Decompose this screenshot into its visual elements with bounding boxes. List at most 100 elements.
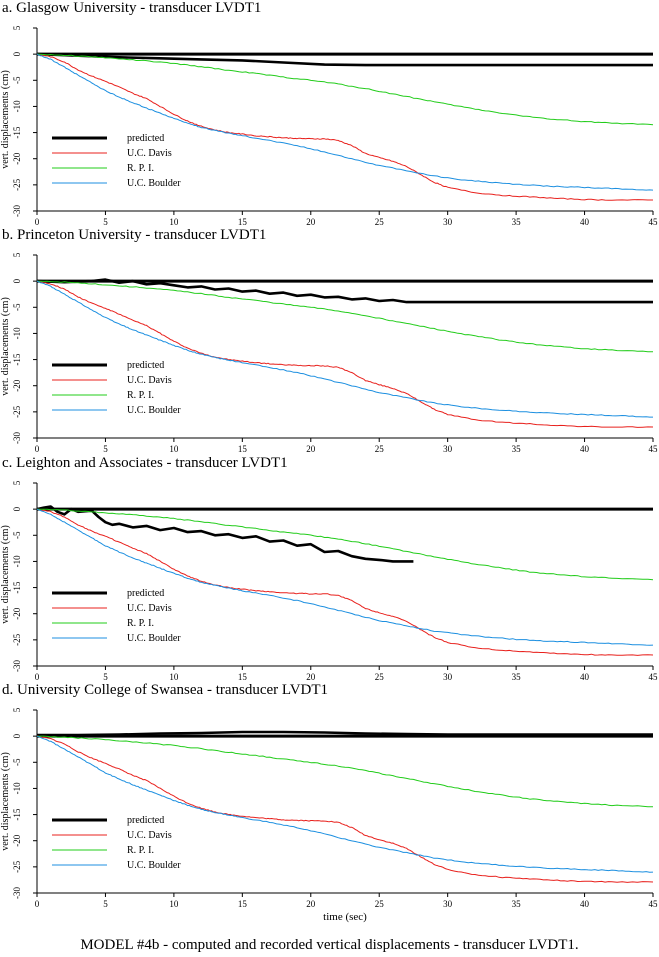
x-tick-label: 15 bbox=[238, 444, 248, 454]
x-tick-label: 35 bbox=[512, 899, 522, 909]
legend-label: U.C. Boulder bbox=[127, 178, 181, 189]
panel-c-title: c. Leighton and Associates - transducer … bbox=[2, 455, 288, 471]
legend-label: R. P. I. bbox=[127, 390, 154, 401]
y-tick-label: 5 bbox=[12, 480, 22, 485]
y-tick-label: -30 bbox=[12, 432, 22, 444]
legend-label: predicted bbox=[127, 815, 164, 826]
y-axis-label: vert. displacements (cm) bbox=[0, 70, 11, 169]
legend-label: U.C. Davis bbox=[127, 830, 172, 841]
x-tick-label: 30 bbox=[443, 444, 453, 454]
legend-label: R. P. I. bbox=[127, 163, 154, 174]
x-tick-label: 40 bbox=[580, 217, 590, 227]
legend-label: U.C. Davis bbox=[127, 603, 172, 614]
series-line-r-p-i bbox=[36, 735, 654, 808]
y-axis-label: vert. displacements (cm) bbox=[0, 525, 11, 624]
y-tick-label: -10 bbox=[12, 782, 22, 794]
x-tick-label: 30 bbox=[443, 672, 453, 682]
y-tick-label: -30 bbox=[12, 887, 22, 899]
y-tick-label: -15 bbox=[12, 581, 22, 593]
y-tick-label: 0 bbox=[12, 506, 22, 511]
y-tick-label: -10 bbox=[12, 555, 22, 567]
chart-d: 5 0 -5 -10 -15 -20 -25 -30 0 5 10 15 20 25 30 35 40 45 ver… bbox=[0, 707, 659, 923]
y-tick-label: -25 bbox=[12, 178, 22, 190]
x-axis-label: time (sec) bbox=[323, 911, 367, 923]
x-tick-label: 40 bbox=[580, 899, 590, 909]
x-tick-label: 35 bbox=[512, 444, 522, 454]
series-line-u-c-boulder bbox=[36, 280, 653, 418]
x-tick-label: 0 bbox=[35, 672, 40, 682]
y-axis-label: vert. displacements (cm) bbox=[0, 752, 11, 851]
y-tick-label: -25 bbox=[12, 405, 22, 417]
chart-c: 5 0 -5 -10 -15 -20 -25 -30 0 5 10 15 20 25 30 35 40 45 ver… bbox=[0, 480, 659, 682]
x-tick-label: 20 bbox=[306, 672, 316, 682]
x-tick-label: 25 bbox=[375, 899, 385, 909]
panel-a-title: a. Glasgow University - transducer LVDT1 bbox=[2, 0, 262, 16]
series-line-u-c-davis bbox=[36, 53, 653, 201]
series-line-r-p-i bbox=[37, 280, 653, 353]
y-tick-label: 5 bbox=[12, 25, 22, 30]
x-tick-label: 45 bbox=[649, 672, 659, 682]
y-tick-label: 0 bbox=[12, 278, 22, 283]
x-tick-label: 5 bbox=[103, 899, 108, 909]
figure-caption: MODEL #4b - computed and recorded vertic… bbox=[80, 937, 579, 953]
series-line-u-c-davis bbox=[36, 735, 654, 883]
x-tick-label: 15 bbox=[238, 672, 248, 682]
x-tick-label: 5 bbox=[103, 217, 108, 227]
x-tick-label: 45 bbox=[649, 217, 659, 227]
x-tick-label: 10 bbox=[169, 217, 179, 227]
y-tick-label: -20 bbox=[12, 607, 22, 619]
x-tick-label: 25 bbox=[375, 672, 385, 682]
x-tick-label: 20 bbox=[306, 217, 316, 227]
x-tick-label: 10 bbox=[169, 672, 179, 682]
x-tick-label: 10 bbox=[169, 444, 179, 454]
series-line-u-c-boulder bbox=[36, 508, 654, 646]
legend-label: predicted bbox=[127, 133, 164, 144]
y-tick-label: -10 bbox=[12, 100, 22, 112]
y-axis-label: vert. displacements (cm) bbox=[0, 297, 11, 396]
x-tick-label: 20 bbox=[306, 899, 316, 909]
chart-a: 5 0 -5 -10 -15 -20 -25 -30 0 5 10 15 20 25 30 35 40 45 ver… bbox=[0, 25, 659, 227]
legend-label: U.C. Boulder bbox=[127, 405, 181, 416]
x-tick-label: 30 bbox=[443, 217, 453, 227]
y-tick-label: -5 bbox=[12, 76, 22, 84]
y-tick-label: -10 bbox=[12, 327, 22, 339]
x-tick-label: 10 bbox=[169, 899, 179, 909]
x-tick-label: 0 bbox=[35, 217, 40, 227]
legend-label: predicted bbox=[127, 360, 164, 371]
series-line-u-c-davis bbox=[36, 508, 654, 656]
series-line-u-c-davis bbox=[37, 280, 654, 428]
series-line-u-c-boulder bbox=[36, 735, 654, 873]
x-tick-label: 30 bbox=[443, 899, 453, 909]
y-tick-label: -25 bbox=[12, 860, 22, 872]
y-tick-label: -20 bbox=[12, 379, 22, 391]
y-tick-label: -15 bbox=[12, 126, 22, 138]
x-tick-label: 15 bbox=[238, 217, 248, 227]
y-tick-label: -5 bbox=[12, 531, 22, 539]
series-line-u-c-boulder bbox=[36, 53, 654, 191]
y-tick-label: 0 bbox=[12, 733, 22, 738]
x-tick-label: 35 bbox=[512, 672, 522, 682]
x-tick-label: 25 bbox=[375, 217, 385, 227]
y-tick-label: 0 bbox=[12, 51, 22, 56]
y-tick-label: -20 bbox=[12, 834, 22, 846]
legend-label: R. P. I. bbox=[127, 618, 154, 629]
series-line-r-p-i bbox=[36, 53, 654, 126]
legend-label: U.C. Boulder bbox=[127, 860, 181, 871]
series-line-r-p-i bbox=[36, 508, 654, 581]
series-line-predicted bbox=[36, 52, 653, 67]
x-tick-label: 40 bbox=[580, 672, 590, 682]
panel-d-title: d. University College of Swansea - trans… bbox=[2, 682, 329, 698]
x-tick-label: 5 bbox=[103, 672, 108, 682]
x-tick-label: 40 bbox=[580, 444, 590, 454]
x-tick-label: 5 bbox=[103, 444, 108, 454]
chart-b: 5 0 -5 -10 -15 -20 -25 -30 0 5 10 15 20 25 30 35 40 45 ver… bbox=[0, 252, 658, 454]
x-tick-label: 0 bbox=[35, 899, 40, 909]
y-tick-label: -30 bbox=[12, 660, 22, 672]
x-tick-label: 25 bbox=[375, 444, 385, 454]
x-tick-label: 45 bbox=[649, 899, 659, 909]
legend-label: U.C. Boulder bbox=[127, 633, 181, 644]
y-tick-label: -20 bbox=[12, 152, 22, 164]
y-tick-label: -25 bbox=[12, 633, 22, 645]
x-tick-label: 0 bbox=[35, 444, 40, 454]
